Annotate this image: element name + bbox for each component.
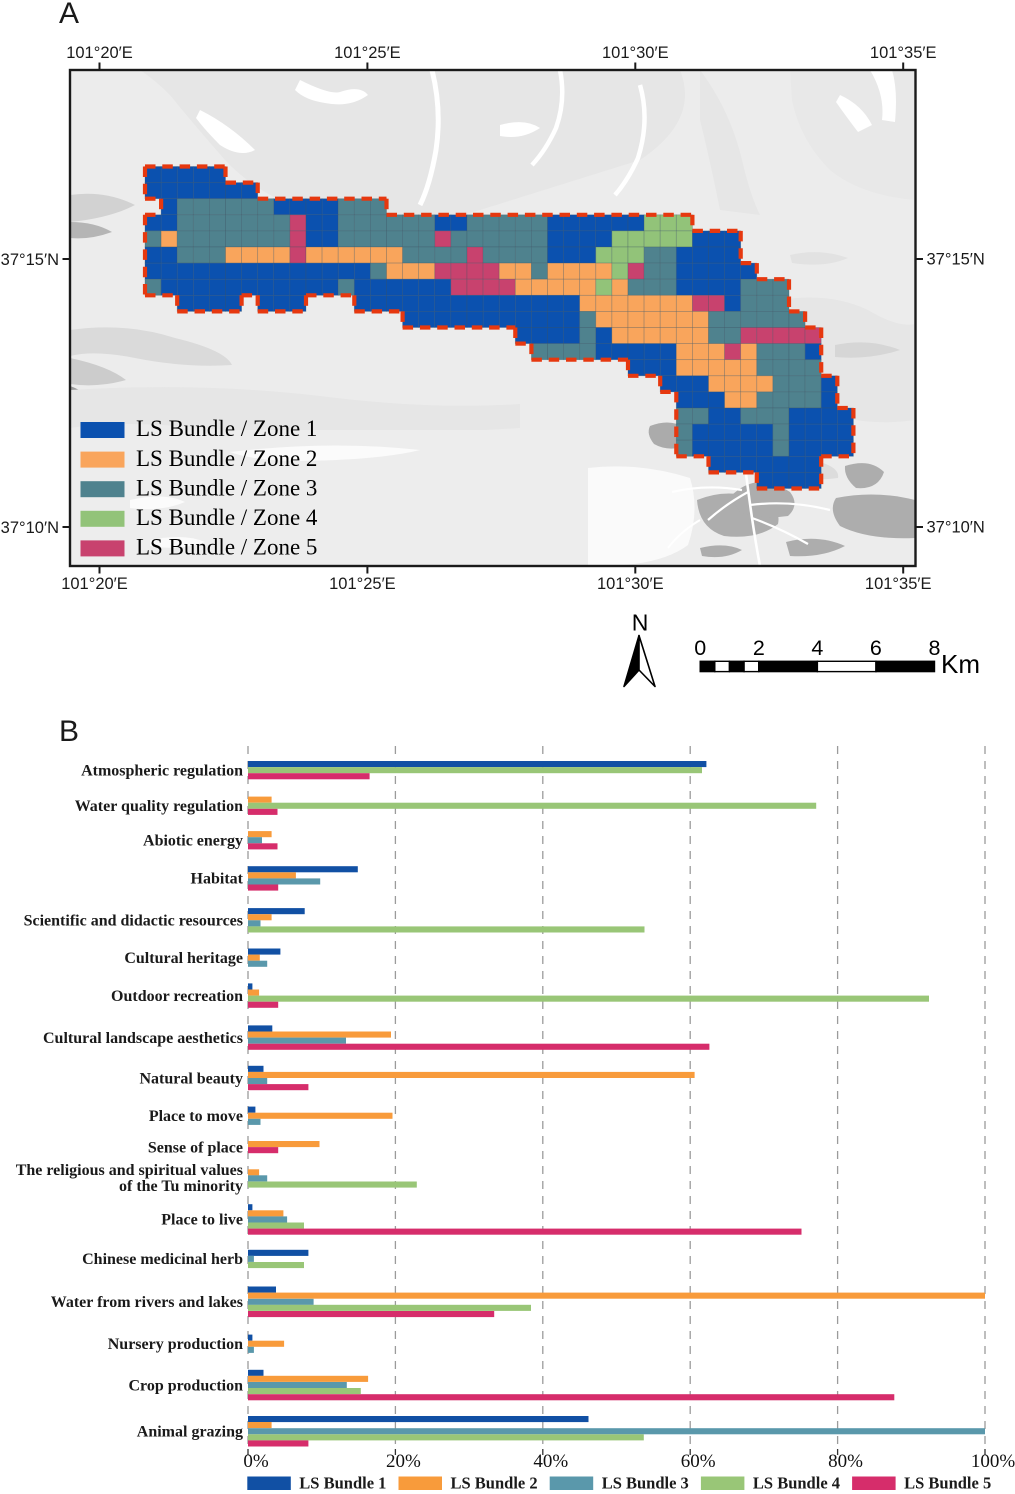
svg-text:101°20′E: 101°20′E bbox=[61, 575, 128, 593]
svg-text:0%: 0% bbox=[243, 1451, 269, 1472]
svg-text:2: 2 bbox=[753, 636, 765, 660]
svg-text:Abiotic energy: Abiotic energy bbox=[143, 833, 243, 850]
svg-text:37°10′N: 37°10′N bbox=[1, 519, 59, 537]
svg-text:Cultural heritage: Cultural heritage bbox=[124, 950, 243, 967]
svg-text:LS Bundle 3: LS Bundle 3 bbox=[602, 1474, 689, 1493]
svg-text:60%: 60% bbox=[681, 1451, 716, 1472]
svg-text:N: N bbox=[632, 610, 649, 636]
svg-text:8: 8 bbox=[929, 636, 941, 660]
svg-text:100%: 100% bbox=[971, 1451, 1015, 1472]
svg-text:LS Bundle / Zone 2: LS Bundle / Zone 2 bbox=[136, 446, 317, 471]
svg-text:Animal grazing: Animal grazing bbox=[137, 1424, 243, 1441]
svg-text:40%: 40% bbox=[533, 1451, 568, 1472]
svg-text:80%: 80% bbox=[828, 1451, 863, 1472]
svg-text:LS Bundle / Zone 5: LS Bundle / Zone 5 bbox=[136, 535, 317, 560]
svg-text:Habitat: Habitat bbox=[191, 871, 244, 888]
svg-text:The religious and spiritual va: The religious and spiritual values bbox=[16, 1162, 243, 1179]
svg-text:Km: Km bbox=[941, 649, 980, 679]
svg-text:Atmospheric regulation: Atmospheric regulation bbox=[81, 762, 243, 779]
svg-text:101°30′E: 101°30′E bbox=[602, 44, 669, 62]
svg-text:101°35′E: 101°35′E bbox=[865, 575, 932, 593]
svg-text:37°10′N: 37°10′N bbox=[927, 519, 985, 537]
svg-text:LS Bundle / Zone 4: LS Bundle / Zone 4 bbox=[136, 505, 318, 530]
svg-text:of the Tu minority: of the Tu minority bbox=[119, 1178, 243, 1195]
svg-text:LS Bundle / Zone 1: LS Bundle / Zone 1 bbox=[136, 416, 317, 441]
svg-text:Chinese medicinal herb: Chinese medicinal herb bbox=[82, 1251, 243, 1268]
svg-text:101°35′E: 101°35′E bbox=[870, 44, 937, 62]
svg-text:Scientific and didactic resour: Scientific and didactic resources bbox=[24, 913, 243, 930]
svg-text:0: 0 bbox=[694, 636, 706, 660]
svg-text:101°20′E: 101°20′E bbox=[66, 44, 133, 62]
svg-text:LS Bundle 2: LS Bundle 2 bbox=[451, 1474, 538, 1493]
svg-text:Sense of place: Sense of place bbox=[148, 1139, 243, 1156]
svg-text:37°15′N: 37°15′N bbox=[927, 251, 985, 269]
svg-text:6: 6 bbox=[870, 636, 882, 660]
svg-text:LS Bundle 1: LS Bundle 1 bbox=[299, 1474, 386, 1493]
svg-text:101°25′E: 101°25′E bbox=[329, 575, 396, 593]
svg-text:37°15′N: 37°15′N bbox=[1, 251, 59, 269]
svg-text:LS Bundle 5: LS Bundle 5 bbox=[904, 1474, 991, 1493]
svg-text:Crop production: Crop production bbox=[128, 1377, 243, 1394]
svg-text:B: B bbox=[59, 715, 79, 748]
svg-text:A: A bbox=[59, 0, 79, 30]
svg-text:LS Bundle / Zone 3: LS Bundle / Zone 3 bbox=[136, 475, 317, 500]
svg-text:101°25′E: 101°25′E bbox=[334, 44, 401, 62]
svg-text:Water quality regulation: Water quality regulation bbox=[75, 798, 243, 815]
svg-text:Natural beauty: Natural beauty bbox=[139, 1070, 243, 1087]
svg-text:4: 4 bbox=[811, 636, 823, 660]
svg-text:Cultural landscape aesthetics: Cultural landscape aesthetics bbox=[43, 1030, 243, 1047]
svg-text:Water from rivers and lakes: Water from rivers and lakes bbox=[51, 1294, 243, 1311]
svg-text:LS Bundle 4: LS Bundle 4 bbox=[753, 1474, 840, 1493]
svg-text:Nursery production: Nursery production bbox=[108, 1336, 243, 1353]
svg-text:Outdoor recreation: Outdoor recreation bbox=[111, 988, 243, 1005]
svg-text:20%: 20% bbox=[386, 1451, 421, 1472]
svg-text:Place to live: Place to live bbox=[161, 1212, 243, 1229]
svg-text:101°30′E: 101°30′E bbox=[597, 575, 664, 593]
svg-text:Place to move: Place to move bbox=[149, 1108, 243, 1125]
